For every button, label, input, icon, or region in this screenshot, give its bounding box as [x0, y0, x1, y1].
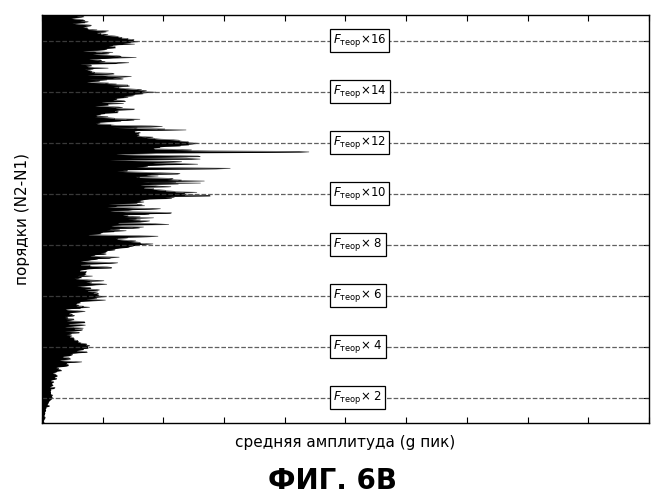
Text: $F_{\rm теор}$× 4: $F_{\rm теор}$× 4: [333, 338, 383, 355]
Text: $F_{\rm теор}$× 8: $F_{\rm теор}$× 8: [333, 236, 382, 253]
Text: $F_{\rm теор}$×16: $F_{\rm теор}$×16: [333, 32, 386, 49]
Text: ФИГ. 6В: ФИГ. 6В: [268, 467, 396, 495]
X-axis label: средняя амплитуда (g пик): средняя амплитуда (g пик): [235, 435, 456, 450]
Text: $F_{\rm теор}$×10: $F_{\rm теор}$×10: [333, 185, 386, 202]
Text: $F_{\rm теор}$× 6: $F_{\rm теор}$× 6: [333, 287, 383, 304]
Text: $F_{\rm теор}$×14: $F_{\rm теор}$×14: [333, 83, 386, 100]
Text: $F_{\rm теор}$× 2: $F_{\rm теор}$× 2: [333, 389, 382, 406]
Text: $F_{\rm теор}$×12: $F_{\rm теор}$×12: [333, 134, 386, 151]
Y-axis label: порядки (N2-N1): порядки (N2-N1): [15, 153, 30, 285]
